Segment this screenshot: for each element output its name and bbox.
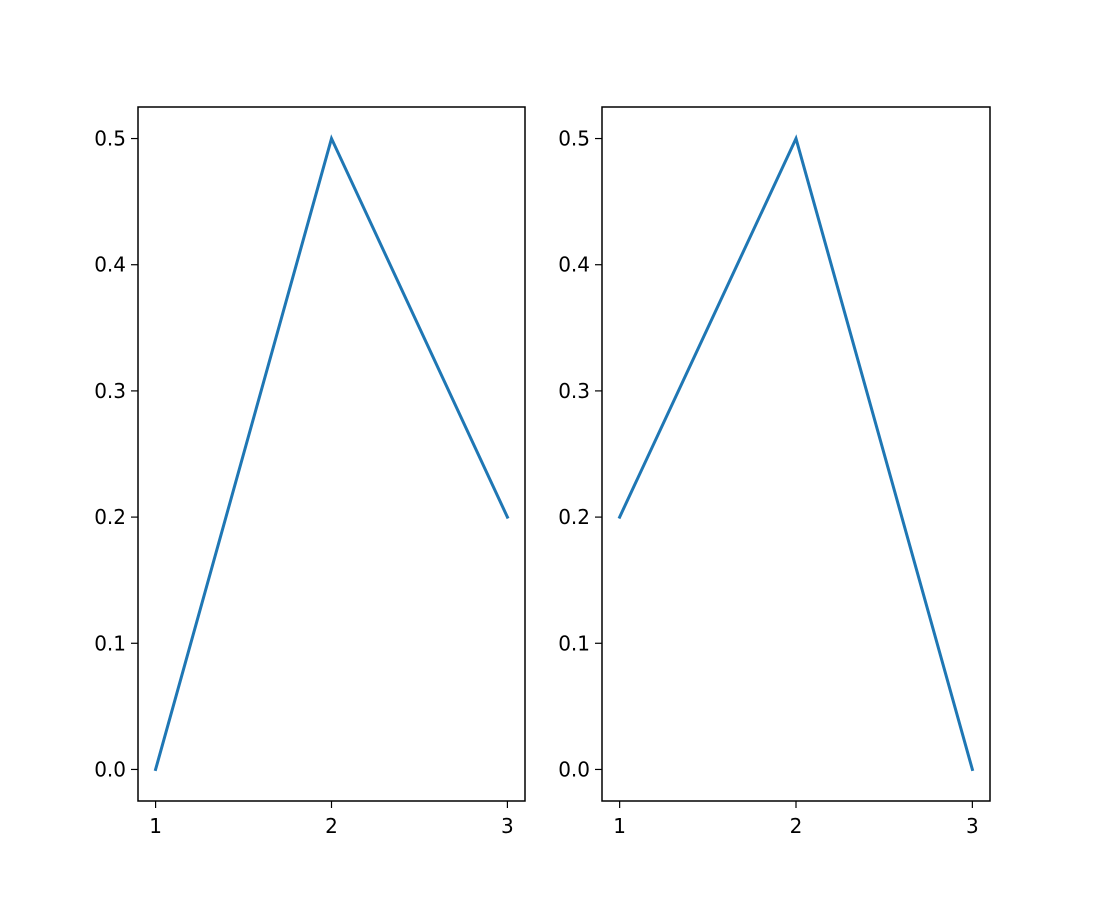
x-tick-label: 2	[790, 814, 803, 838]
y-tick-label: 0.5	[558, 127, 590, 151]
series-line	[153, 134, 510, 772]
axes-frame	[601, 106, 991, 802]
y-tick-label: 0.5	[94, 127, 126, 151]
x-tick-label: 1	[149, 814, 162, 838]
series-line	[617, 134, 975, 772]
x-tick-label: 3	[501, 814, 514, 838]
y-tick-label: 0.2	[558, 505, 590, 529]
y-tick-label: 0.3	[94, 379, 126, 403]
y-tick-label: 0.0	[94, 757, 126, 781]
y-tick-label: 0.2	[94, 505, 126, 529]
y-tick-label: 0.1	[94, 631, 126, 655]
axes-frame	[137, 106, 526, 802]
subplot-1: 1 2 3 0.0 0.1 0.2 0.3 0.4 0.5	[94, 106, 526, 838]
y-tick-label: 0.0	[558, 757, 590, 781]
x-tick-label: 2	[325, 814, 338, 838]
x-tick-label: 3	[966, 814, 979, 838]
y-tick-label: 0.4	[558, 253, 590, 277]
y-tick-label: 0.1	[558, 631, 590, 655]
y-tick-label: 0.3	[558, 379, 590, 403]
subplot-2: 1 2 3 0.0 0.1 0.2 0.3 0.4 0.5	[558, 106, 991, 838]
x-tick-label: 1	[613, 814, 626, 838]
y-tick-label: 0.4	[94, 253, 126, 277]
